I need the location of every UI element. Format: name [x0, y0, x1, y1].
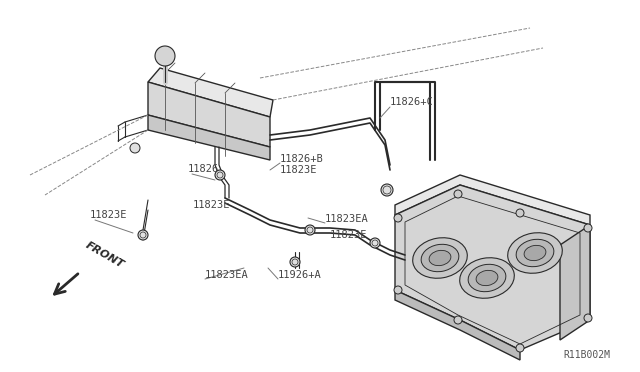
Circle shape — [454, 316, 462, 324]
Text: FRONT: FRONT — [84, 240, 126, 270]
Circle shape — [381, 184, 393, 196]
Text: 11926+A: 11926+A — [278, 270, 322, 280]
Circle shape — [584, 224, 592, 232]
Polygon shape — [148, 115, 270, 160]
Circle shape — [394, 214, 402, 222]
Polygon shape — [148, 82, 270, 147]
Circle shape — [394, 286, 402, 294]
Circle shape — [516, 209, 524, 217]
Ellipse shape — [413, 238, 467, 278]
Circle shape — [215, 170, 225, 180]
Ellipse shape — [460, 258, 515, 298]
Text: 11823EA: 11823EA — [325, 214, 369, 224]
Text: 11823EA: 11823EA — [205, 270, 249, 280]
Text: 11826+C: 11826+C — [390, 97, 434, 107]
Circle shape — [584, 314, 592, 322]
Text: 11826+B: 11826+B — [280, 154, 324, 164]
Text: 11823E: 11823E — [193, 200, 230, 210]
Ellipse shape — [508, 233, 563, 273]
Text: 11823E: 11823E — [280, 165, 317, 175]
Circle shape — [130, 143, 140, 153]
Text: R11B002M: R11B002M — [563, 350, 610, 360]
Circle shape — [370, 238, 380, 248]
Polygon shape — [395, 185, 590, 350]
Polygon shape — [395, 290, 520, 360]
Circle shape — [290, 257, 300, 267]
Ellipse shape — [476, 270, 498, 286]
Circle shape — [454, 190, 462, 198]
Ellipse shape — [516, 239, 554, 267]
Polygon shape — [148, 68, 273, 117]
Ellipse shape — [421, 244, 459, 272]
Ellipse shape — [429, 250, 451, 266]
Circle shape — [516, 344, 524, 352]
Text: 11823E: 11823E — [90, 210, 127, 220]
Polygon shape — [395, 175, 590, 225]
Circle shape — [155, 46, 175, 66]
Circle shape — [305, 225, 315, 235]
Ellipse shape — [468, 264, 506, 292]
Circle shape — [138, 230, 148, 240]
Ellipse shape — [524, 246, 546, 261]
Text: 11823E: 11823E — [330, 230, 367, 240]
Polygon shape — [560, 225, 590, 340]
Text: 11826: 11826 — [188, 164, 220, 174]
